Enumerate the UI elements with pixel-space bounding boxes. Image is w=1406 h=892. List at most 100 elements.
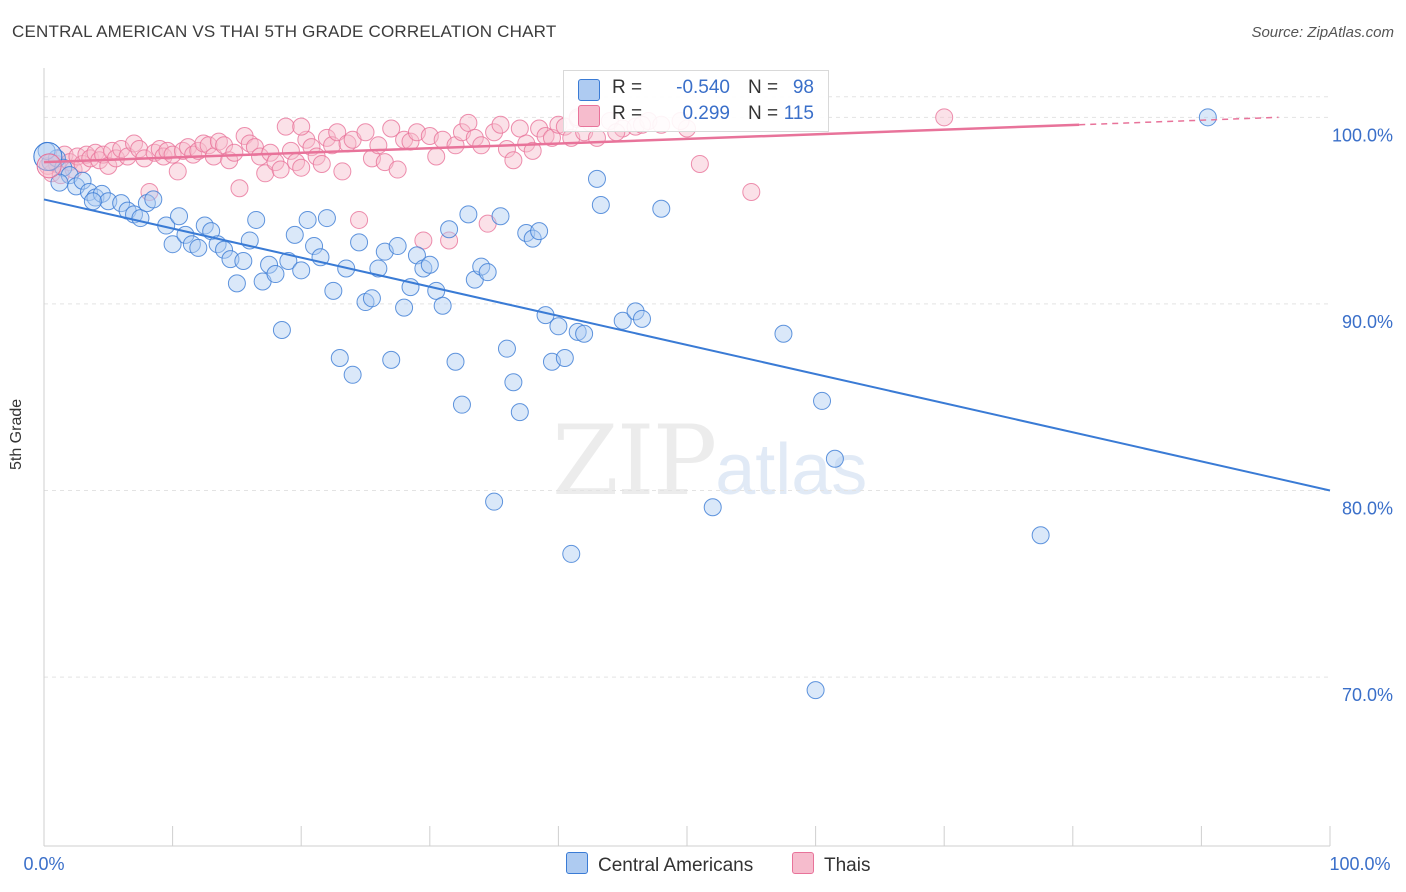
point-central-americans [530,222,549,241]
y-tick-label: 90.0% [1342,312,1393,332]
point-central-americans [305,237,324,256]
point-central-americans [497,339,516,358]
point-central-americans [440,220,459,239]
watermark-atlas: atlas [715,430,868,510]
trendline-thais [43,123,1080,164]
point-thais [690,154,709,173]
point-thais [530,119,549,138]
y-tick-label: 100.0% [1332,125,1393,145]
point-thais [312,154,331,173]
y-tick-label: 70.0% [1342,685,1393,705]
bottom-legend-label: Thais [824,855,871,876]
watermark-logo: ZIPatlas [552,405,867,517]
point-central-americans [555,349,574,368]
point-thais [388,160,407,179]
point-central-americans [703,498,722,517]
point-thais [281,141,300,160]
point-central-americans [272,321,291,340]
point-central-americans [504,373,523,392]
chart-title: CENTRAL AMERICAN VS THAI 5TH GRADE CORRE… [12,22,557,41]
point-central-americans [407,246,426,265]
point-central-americans [433,296,452,315]
legend-swatch-pink [578,105,600,127]
x-tick-label: 100.0% [1329,854,1390,874]
legend-r-label: R = [612,77,643,98]
point-thais [328,123,347,142]
point-central-americans [825,449,844,468]
point-central-americans [452,395,471,414]
point-thais [510,119,529,138]
point-thais [523,141,542,160]
trendline-thais-extension [1079,116,1279,126]
point-central-americans [317,209,336,228]
point-central-americans [266,265,285,284]
point-thais [935,108,954,127]
point-central-americans [591,196,610,215]
point-thais [168,162,187,181]
point-central-americans [189,238,208,257]
point-central-americans [813,391,832,410]
point-central-americans [343,365,362,384]
point-central-americans [50,173,69,192]
point-thais [459,113,478,132]
point-thais [292,117,311,136]
point-thais [491,115,510,134]
point-central-americans [459,205,478,224]
point-central-americans [510,403,529,422]
x-tick-label: 0.0% [23,854,64,874]
point-central-americans-large [33,142,63,171]
legend-r-value: -0.540 [676,77,730,98]
legend-n-value: 98 [792,77,814,98]
legend-n-label: N = [748,77,779,98]
point-central-americans [806,681,825,700]
bottom-legend-swatch-pink [792,852,814,874]
legend-n-label: N = [748,103,779,124]
point-central-americans [774,324,793,343]
point-central-americans [298,210,317,229]
point-thais [225,143,244,162]
bottom-legend-label: Central Americans [598,855,754,876]
point-central-americans [562,544,581,563]
point-central-americans [395,298,414,317]
point-central-americans [485,492,504,511]
point-thais [99,156,118,175]
point-central-americans [260,255,279,274]
point-thais [163,145,182,164]
point-thais [427,147,446,166]
point-thais-large [36,153,62,179]
point-central-americans [420,255,439,274]
trendline-central-americans [43,198,1331,492]
point-thais [485,123,504,142]
point-central-americans [523,229,542,248]
point-central-americans [491,207,510,226]
point-thais [504,151,523,170]
point-central-americans [170,207,189,226]
point-central-americans [92,184,111,203]
point-thais [292,158,311,177]
bottom-legend-thais: Thais [792,852,870,877]
point-central-americans [626,302,645,321]
point-central-americans [73,171,92,190]
point-thais [542,128,561,147]
point-central-americans [227,274,246,293]
point-central-americans [613,311,632,330]
point-thais [271,160,290,179]
bottom-legend-swatch-blue [566,852,588,874]
point-central-americans [350,233,369,252]
point-central-americans [279,251,298,270]
point-thais [125,134,144,153]
point-central-americans [215,240,234,259]
legend-r-value: 0.299 [682,103,730,124]
point-central-americans [144,190,163,209]
point-thais [356,123,375,142]
correlation-legend: R = -0.540 N = 98 R = 0.299 N = 115 [563,70,829,132]
point-central-americans [549,317,568,336]
point-central-americans [330,349,349,368]
point-thais [333,162,352,181]
point-central-americans [285,225,304,244]
point-central-americans [446,352,465,371]
legend-r-label: R = [612,103,643,124]
point-central-americans [369,259,388,278]
point-central-americans [587,169,606,188]
